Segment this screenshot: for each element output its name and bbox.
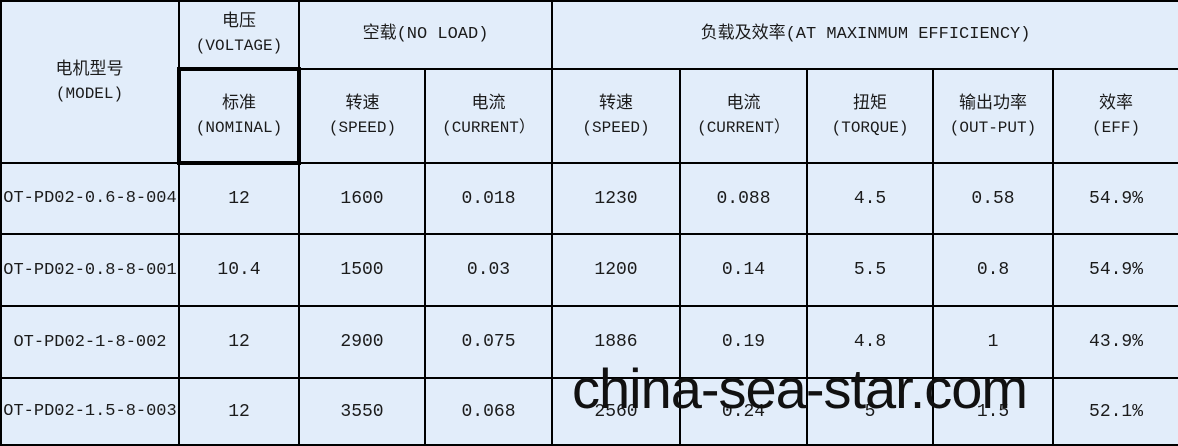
subheader-load-current-en: (CURRENT）: [697, 118, 790, 137]
header-max-efficiency: 负载及效率(AT MAXINMUM EFFICIENCY): [551, 0, 1178, 70]
table-cell: 1: [932, 305, 1055, 379]
subheader-output-zh: 输出功率: [959, 94, 1028, 114]
subheader-nominal: 标准 (NOMINAL): [177, 67, 301, 165]
header-voltage: 电压 (VOLTAGE): [178, 0, 300, 70]
table-cell: 54.9%: [1052, 233, 1178, 307]
table-cell: 1.5: [932, 377, 1055, 446]
table-row: OT-PD02-0.6-8-004 12 1600 0.018 1230 0.0…: [0, 162, 1178, 235]
table-cell: 52.1%: [1052, 377, 1178, 446]
table-cell: 12: [178, 377, 300, 446]
subheader-noload-speed: 转速 (SPEED): [298, 68, 426, 164]
table-cell: 10.4: [178, 233, 300, 307]
table-cell: 0.8: [932, 233, 1055, 307]
table-cell: 1200: [551, 233, 682, 307]
subheader-noload-speed-zh: 转速: [345, 94, 380, 114]
subheader-noload-current-zh: 电流: [471, 94, 506, 114]
header-row-1: 电机型号 (MODEL) 电压 (VOLTAGE) 空载(NO LOAD) 负载…: [0, 0, 1178, 164]
table-cell: 4.8: [806, 305, 935, 379]
subheader-noload-current: 电流 (CURRENT）: [423, 68, 554, 164]
subheader-output-en: (OUT-PUT): [949, 118, 1037, 137]
subheader-torque-zh: 扭矩: [853, 94, 888, 114]
header-max-efficiency-label: 负载及效率(AT MAXINMUM EFFICIENCY): [700, 24, 1031, 44]
table-cell: 0.24: [679, 377, 809, 446]
subheader-noload-current-en: (CURRENT）: [442, 118, 535, 137]
subheader-load-speed: 转速 (SPEED): [551, 68, 682, 164]
subheader-eff-en: (EFF): [1092, 118, 1141, 137]
table-cell: 1600: [298, 162, 426, 235]
header-voltage-zh: 电压: [222, 13, 256, 33]
subheader-load-speed-en: (SPEED): [582, 118, 650, 137]
table-cell: 0.068: [423, 377, 554, 446]
table-cell: 12: [178, 305, 300, 379]
table-cell: 0.018: [423, 162, 554, 235]
subheader-load-speed-zh: 转速: [599, 94, 634, 114]
header-no-load-label: 空载(NO LOAD): [362, 24, 489, 44]
model-cell: OT-PD02-0.6-8-004: [0, 162, 180, 235]
header-no-load: 空载(NO LOAD): [297, 0, 554, 70]
header-row-2: 标准 (NOMINAL) 转速 (SPEED) 电流 (CURRENT） 转速 …: [1, 67, 1178, 165]
subheader-nominal-zh: 标准: [222, 94, 256, 114]
table-row: OT-PD02-0.8-8-001 10.4 1500 0.03 1200 0.…: [0, 233, 1178, 307]
subheader-torque-en: (TORQUE): [831, 118, 909, 137]
table-cell: 2900: [298, 305, 426, 379]
table-cell: 12: [178, 162, 300, 235]
model-cell: OT-PD02-1.5-8-003: [0, 377, 180, 446]
subheader-eff: 效率 (EFF): [1052, 68, 1178, 164]
table-cell: 43.9%: [1052, 305, 1178, 379]
table-cell: 0.14: [679, 233, 809, 307]
subheader-noload-speed-en: (SPEED): [328, 118, 397, 137]
table-cell: 0.19: [679, 305, 809, 379]
table-cell: 5.5: [806, 233, 935, 307]
subheader-load-current-zh: 电流: [726, 94, 761, 114]
table-cell: 5: [806, 377, 935, 446]
table-cell: 0.075: [423, 305, 554, 379]
subheader-output: 输出功率 (OUT-PUT): [932, 68, 1055, 164]
table-cell: 3550: [298, 377, 426, 446]
table-cell: 54.9%: [1052, 162, 1178, 235]
header-model: 电机型号 (MODEL): [0, 0, 180, 164]
table-row: OT-PD02-1.5-8-003 12 3550 0.068 2560 0.2…: [0, 377, 1178, 446]
table-cell: 0.58: [932, 162, 1055, 235]
model-cell: OT-PD02-1-8-002: [0, 305, 180, 379]
subheader-load-current: 电流 (CURRENT）: [679, 68, 809, 164]
model-cell: OT-PD02-0.8-8-001: [0, 233, 180, 307]
table-cell: 1230: [551, 162, 682, 235]
table-cell: 1500: [298, 233, 426, 307]
header-model-en: (MODEL): [55, 84, 124, 103]
header-model-zh: 电机型号: [55, 60, 124, 80]
subheader-nominal-en: (NOMINAL): [195, 118, 283, 137]
table-cell: 1886: [551, 305, 682, 379]
table-row: OT-PD02-1-8-002 12 2900 0.075 1886 0.19 …: [0, 305, 1178, 379]
subheader-eff-zh: 效率: [1099, 94, 1134, 114]
header-voltage-en: (VOLTAGE): [195, 37, 283, 56]
table-cell: 2560: [551, 377, 682, 446]
table-cell: 0.088: [679, 162, 809, 235]
table-cell: 4.5: [806, 162, 935, 235]
subheader-torque: 扭矩 (TORQUE): [806, 68, 935, 164]
table-cell: 0.03: [423, 233, 554, 307]
